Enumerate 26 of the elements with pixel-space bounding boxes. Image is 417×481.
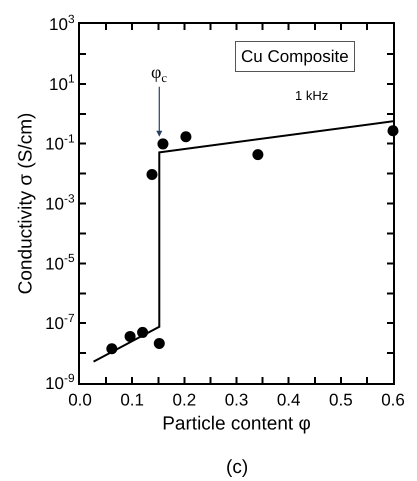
point [157, 138, 168, 150]
y-tick-label: 10$^{-3}$ [45, 191, 75, 214]
y-tick-label: 10$^{-7}$ [45, 310, 75, 334]
point [252, 149, 264, 160]
y-axis-title: Conductivity σ (S/cm) [15, 112, 36, 294]
x-axis-title: Particle content φ [162, 414, 311, 435]
point [146, 169, 158, 180]
y-tick-label: 10$^{-5}$ [45, 251, 75, 274]
point [124, 330, 136, 342]
y-tick-label: 10$^{-9}$ [45, 370, 75, 393]
annotation: φ$_{c}$ [151, 62, 168, 85]
text: (c) [226, 457, 248, 478]
x-tick-label: 0.0 [68, 390, 92, 410]
x-tick-label: 0.3 [224, 390, 248, 410]
annotation: 1 kHz [295, 88, 328, 103]
x-tick-label: 0.5 [329, 390, 353, 410]
point [154, 338, 165, 349]
x-tick-label: 0.6 [381, 390, 405, 410]
y-tick-label: 10$^{1}$ [49, 72, 75, 94]
x-tick-label: 0.1 [120, 390, 144, 410]
x-tick-label: 0.2 [172, 390, 196, 410]
x-tick-label: 0.4 [276, 390, 300, 410]
y-tick-label: 10$^{3}$ [49, 12, 75, 34]
annotation: Cu Composite [241, 47, 349, 66]
point [180, 131, 192, 142]
y-tick-label: 10$^{-1}$ [45, 131, 75, 154]
